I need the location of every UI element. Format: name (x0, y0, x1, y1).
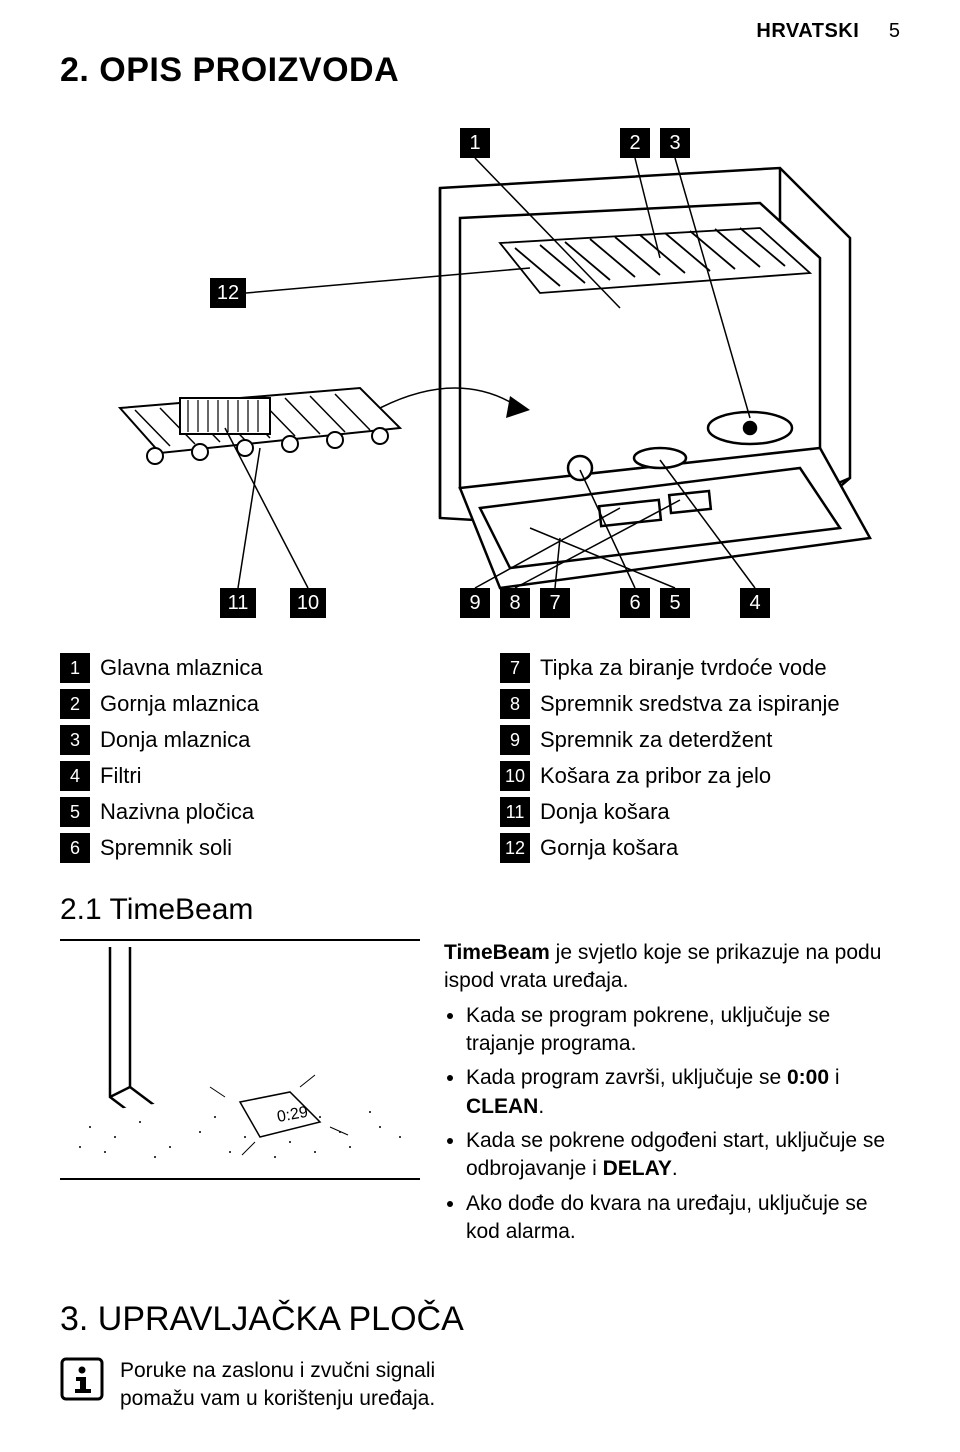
timebeam-bullet: Ako dođe do kvara na uređaju, uključuje … (466, 1190, 900, 1247)
section-title-control-panel: 3. UPRAVLJAČKA PLOČA (60, 1300, 900, 1339)
part-item: 3 Donja mlaznica (60, 725, 460, 755)
part-item: 6 Spremnik soli (60, 833, 460, 863)
timebeam-bullet: Kada se pokrene odgođeni start, uključuj… (466, 1127, 900, 1184)
section-title-product-description: 2. OPIS PROIZVODA (60, 51, 900, 90)
timebeam-bullet: Kada program završi, uključuje se 0:00 i… (466, 1064, 900, 1121)
part-number: 1 (60, 653, 90, 683)
subsection-title-timebeam: 2.1 TimeBeam (60, 893, 900, 927)
info-text: Poruke na zaslonu i zvučni signali pomaž… (120, 1357, 480, 1412)
callout-7: 7 (549, 592, 560, 614)
timebeam-block: 0:29 TimeBeam je svjetlo koje se prikazu… (60, 939, 900, 1252)
timebeam-svg: 0:29 (60, 947, 420, 1167)
part-item: 7 Tipka za biranje tvrdoće vode (500, 653, 900, 683)
part-label: Glavna mlaznica (100, 655, 263, 681)
callout-12: 12 (217, 282, 239, 304)
part-number: 7 (500, 653, 530, 683)
part-label: Donja košara (540, 799, 670, 825)
callout-10: 10 (297, 592, 319, 614)
part-label: Nazivna pločica (100, 799, 254, 825)
callout-1: 1 (469, 132, 480, 154)
part-item: 12 Gornja košara (500, 833, 900, 863)
part-item: 8 Spremnik sredstva za ispiranje (500, 689, 900, 719)
callout-2: 2 (629, 132, 640, 154)
part-label: Gornja mlaznica (100, 691, 259, 717)
part-item: 5 Nazivna pločica (60, 797, 460, 827)
part-number: 11 (500, 797, 530, 827)
part-item: 10 Košara za pribor za jelo (500, 761, 900, 791)
timebeam-bullets: Kada se program pokrene, uključuje se tr… (444, 1002, 900, 1247)
timebeam-bullet: Kada se program pokrene, uključuje se tr… (466, 1002, 900, 1059)
info-note: Poruke na zaslonu i zvučni signali pomaž… (60, 1357, 900, 1412)
header-page-number: 5 (889, 20, 900, 42)
header-language: HRVATSKI (756, 20, 859, 42)
callout-3: 3 (669, 132, 680, 154)
product-diagram: 1 2 3 12 11 10 (60, 108, 900, 633)
part-number: 2 (60, 689, 90, 719)
part-number: 6 (60, 833, 90, 863)
part-label: Spremnik soli (100, 835, 232, 861)
callout-5: 5 (669, 592, 680, 614)
part-label: Gornja košara (540, 835, 678, 861)
timebeam-illustration: 0:29 (60, 939, 420, 1180)
callout-4: 4 (749, 592, 760, 614)
page: HRVATSKI 5 2. OPIS PROIZVODA (0, 0, 960, 1452)
timebeam-strong-label: TimeBeam (444, 941, 550, 964)
dishwasher-diagram-svg: 1 2 3 12 11 10 (60, 108, 900, 628)
part-item: 9 Spremnik za deterdžent (500, 725, 900, 755)
timebeam-description: TimeBeam je svjetlo koje se prikazuje na… (444, 939, 900, 1252)
part-number: 4 (60, 761, 90, 791)
part-item: 2 Gornja mlaznica (60, 689, 460, 719)
parts-column-right: 7 Tipka za biranje tvrdoće vode 8 Spremnik… (500, 653, 900, 869)
part-label: Košara za pribor za jelo (540, 763, 771, 789)
part-label: Spremnik za deterdžent (540, 727, 772, 753)
callout-6: 6 (629, 592, 640, 614)
part-number: 10 (500, 761, 530, 791)
part-number: 9 (500, 725, 530, 755)
callout-8: 8 (509, 592, 520, 614)
part-label: Tipka za biranje tvrdoće vode (540, 655, 827, 681)
part-item: 1 Glavna mlaznica (60, 653, 460, 683)
callout-9: 9 (469, 592, 480, 614)
part-number: 12 (500, 833, 530, 863)
part-label: Spremnik sredstva za ispiranje (540, 691, 840, 717)
part-number: 5 (60, 797, 90, 827)
part-label: Donja mlaznica (100, 727, 250, 753)
info-icon (60, 1357, 104, 1406)
parts-column-left: 1 Glavna mlaznica 2 Gornja mlaznica 3 Donja… (60, 653, 460, 869)
page-header: HRVATSKI 5 (60, 20, 900, 43)
part-number: 3 (60, 725, 90, 755)
part-item: 11 Donja košara (500, 797, 900, 827)
part-item: 4 Filtri (60, 761, 460, 791)
callout-11: 11 (228, 592, 249, 614)
part-number: 8 (500, 689, 530, 719)
part-label: Filtri (100, 763, 142, 789)
parts-list: 1 Glavna mlaznica 2 Gornja mlaznica 3 Donja… (60, 653, 900, 869)
